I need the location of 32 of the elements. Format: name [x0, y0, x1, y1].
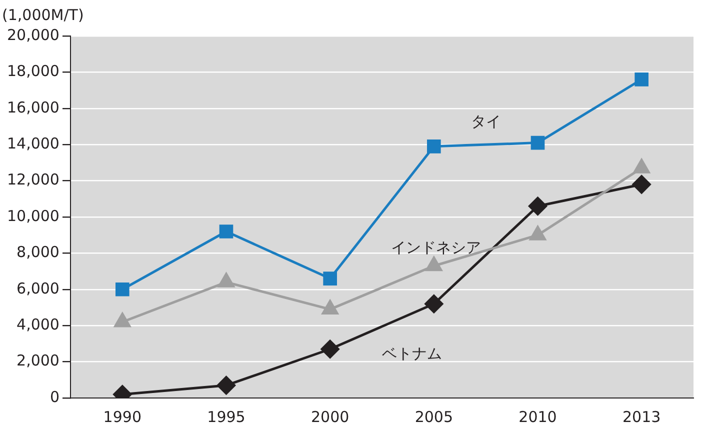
x-tick-label: 1990 — [103, 408, 142, 426]
x-tick-label: 2005 — [414, 408, 454, 426]
series-label: ベトナム — [382, 344, 442, 362]
y-tick-label: 2,000 — [16, 352, 60, 370]
y-tick-label: 8,000 — [16, 243, 60, 262]
point — [530, 136, 545, 150]
y-axis-title: (1,000M/T) — [2, 6, 84, 24]
point — [219, 224, 234, 238]
y-tick-label: 6,000 — [16, 279, 60, 298]
x-tick-label: 2013 — [622, 408, 661, 426]
x-tick-label: 2010 — [518, 408, 557, 426]
point — [320, 340, 340, 358]
point — [427, 140, 441, 154]
point — [424, 294, 444, 314]
point — [216, 376, 236, 395]
point — [115, 282, 130, 296]
series-label: タイ — [470, 112, 501, 130]
y-tick-label: 12,000 — [6, 170, 60, 189]
x-tick-label: 2000 — [310, 408, 350, 426]
y-tick-label: 10,000 — [6, 206, 60, 225]
x-tick-label: 1995 — [207, 408, 246, 426]
point — [632, 175, 651, 194]
y-tick-label: 20,000 — [6, 26, 60, 44]
y-tick-label: 18,000 — [6, 62, 60, 80]
series-label: インドネシア — [390, 238, 481, 256]
y-tick-label: 14,000 — [6, 134, 60, 152]
y-tick-label: 4,000 — [16, 315, 60, 334]
y-tick-label: 16,000 — [6, 98, 60, 116]
point — [528, 196, 547, 216]
point — [634, 72, 648, 86]
y-tick-label: 0 — [50, 388, 60, 406]
point — [323, 272, 337, 286]
